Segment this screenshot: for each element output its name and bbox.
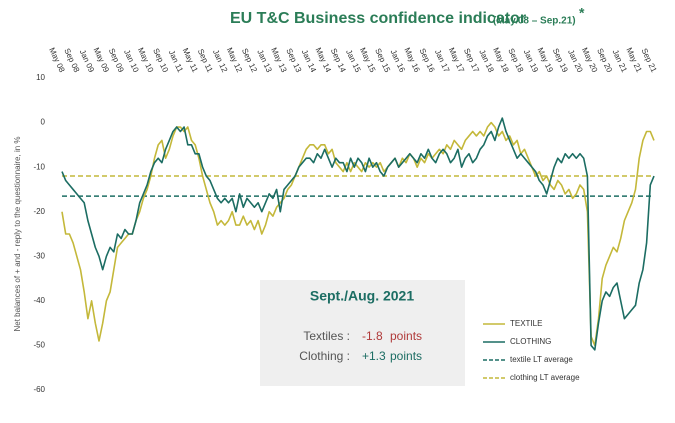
title-mark: *	[579, 5, 585, 21]
legend-label: TEXTILE	[510, 319, 542, 328]
legend-label: textile LT average	[510, 355, 573, 364]
y-tick-label: -30	[33, 251, 45, 260]
note-label: Clothing :	[299, 349, 350, 363]
y-tick-label: 10	[36, 73, 45, 82]
note-value: +1.3	[362, 349, 386, 363]
y-tick-label: -20	[33, 207, 45, 216]
y-tick-label: 0	[41, 118, 46, 127]
note-value: -1.8	[362, 329, 383, 343]
y-tick-label: -60	[33, 385, 45, 394]
y-tick-label: -40	[33, 296, 45, 305]
series-line	[61, 121, 655, 347]
y-tick-label: -10	[33, 162, 45, 171]
chart-subtitle: (May.08 – Sep.21)	[493, 16, 576, 27]
legend-label: clothing LT average	[510, 373, 580, 382]
note-box	[260, 280, 465, 386]
legend-label: CLOTHING	[510, 337, 551, 346]
y-axis-label: Net balances of + and - reply to the que…	[13, 136, 22, 331]
series-line	[61, 117, 655, 351]
note-heading: Sept./Aug. 2021	[310, 288, 414, 304]
y-tick-label: -50	[33, 341, 45, 350]
chart-title: EU T&C Business confidence indicator	[230, 10, 526, 27]
note-label: Textiles :	[303, 329, 350, 343]
note-unit: points	[390, 349, 422, 363]
note-unit: points	[390, 329, 422, 343]
